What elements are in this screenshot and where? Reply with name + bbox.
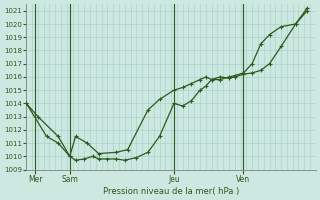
- X-axis label: Pression niveau de la mer( hPa ): Pression niveau de la mer( hPa ): [103, 187, 239, 196]
